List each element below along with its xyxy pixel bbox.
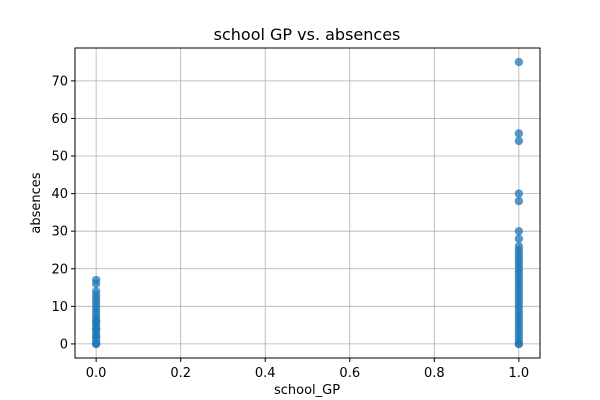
x-tick-label: 1.0 bbox=[509, 366, 530, 381]
data-point bbox=[91, 275, 101, 285]
data-point bbox=[514, 136, 524, 146]
data-point bbox=[514, 129, 524, 138]
x-tick-label: 0.0 bbox=[86, 366, 107, 381]
grid bbox=[75, 48, 540, 358]
data-point bbox=[91, 317, 101, 326]
plot-frame bbox=[74, 47, 541, 359]
y-tick-label: 0 bbox=[60, 337, 68, 352]
y-tick-label: 70 bbox=[51, 74, 68, 89]
data-point bbox=[514, 242, 524, 251]
data-point bbox=[514, 234, 524, 243]
data-point bbox=[91, 332, 101, 341]
data-point bbox=[514, 57, 524, 67]
data-points bbox=[91, 57, 524, 349]
x-tick-label: 0.4 bbox=[255, 366, 276, 381]
data-point bbox=[514, 196, 524, 206]
data-point bbox=[91, 339, 101, 349]
data-point bbox=[514, 339, 524, 349]
x-tick-label: 0.8 bbox=[424, 366, 445, 381]
data-point bbox=[91, 287, 101, 296]
y-axis-label: absences bbox=[29, 172, 44, 233]
chart-title: school GP vs. absences bbox=[214, 25, 401, 44]
y-tick-label: 10 bbox=[51, 300, 68, 315]
x-tick-label: 0.2 bbox=[170, 366, 191, 381]
x-axis-ticks: 0.0 0.2 0.4 0.6 0.8 1.0 bbox=[86, 358, 529, 381]
x-axis-label: school_GP bbox=[274, 383, 340, 398]
x-tick-label: 0.6 bbox=[339, 366, 360, 381]
y-axis-ticks: 0 10 20 30 40 50 60 70 bbox=[51, 74, 75, 352]
y-tick-label: 50 bbox=[51, 150, 68, 165]
y-tick-label: 40 bbox=[51, 187, 68, 202]
data-point bbox=[514, 226, 524, 236]
y-tick-label: 30 bbox=[51, 225, 68, 240]
data-point bbox=[91, 324, 101, 334]
data-point bbox=[514, 189, 524, 198]
y-tick-label: 20 bbox=[51, 262, 68, 277]
y-tick-label: 60 bbox=[51, 112, 68, 127]
